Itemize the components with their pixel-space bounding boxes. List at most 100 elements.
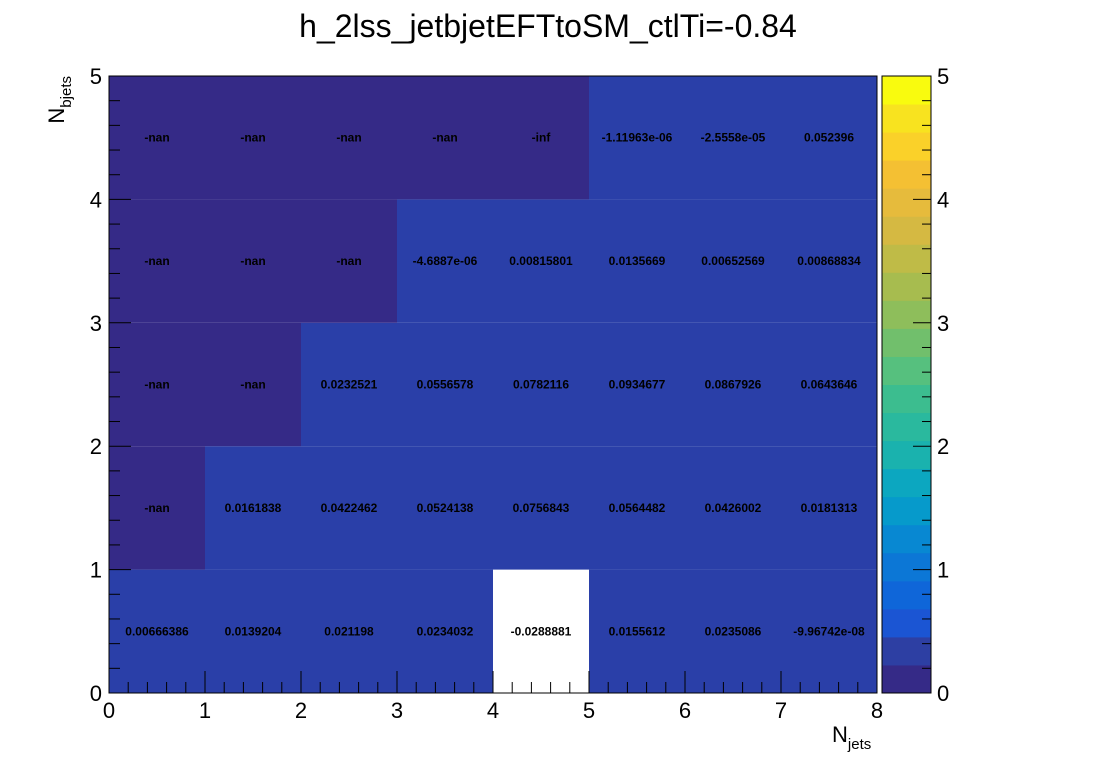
heatmap-cell [109, 76, 205, 200]
heatmap-cell [205, 446, 301, 570]
heatmap-cell [109, 199, 205, 323]
colorbar-segment [882, 636, 931, 666]
cell-value-label: -nan [144, 131, 169, 145]
colorbar-segment [882, 300, 931, 329]
colorbar-tick-label: 3 [937, 311, 949, 336]
colorbar-tick-label: 0 [937, 681, 949, 706]
heatmap-cell [589, 446, 685, 570]
cell-value-label: 0.0426002 [705, 501, 762, 515]
heatmap-cell [685, 199, 781, 323]
cell-value-label: 0.0234032 [417, 624, 474, 638]
cell-value-label: 0.0235086 [705, 624, 762, 638]
cell-value-label: 0.0135669 [609, 254, 666, 268]
heatmap-cell [397, 446, 493, 570]
chart-title: h_2lss_jetbjetEFTtoSM_ctlTi=-0.84 [299, 8, 797, 44]
heatmap-cell [781, 446, 877, 570]
heatmap-cell [493, 76, 589, 200]
cell-value-label: -nan [432, 131, 457, 145]
cell-labels-layer: 0.00666386 0.0139204 0.021198 0.0234032 -0.0… [125, 131, 865, 639]
colorbar-segment [882, 608, 931, 638]
heatmap-cell [781, 569, 877, 693]
colorbar-tick-label: 5 [937, 64, 949, 89]
cell-value-label: 0.0782116 [513, 378, 569, 392]
heatmap-cell [109, 446, 205, 570]
heatmap-cell [781, 199, 877, 323]
x-tick-label: 8 [871, 698, 883, 723]
heatmap-cell [397, 322, 493, 447]
cell-value-label: 0.00652569 [701, 254, 765, 268]
colorbar-segment [882, 664, 931, 694]
heatmap-cell [493, 446, 589, 570]
colorbar-segment [882, 468, 931, 498]
x-tick-label: 5 [583, 698, 595, 723]
heatmap-cell [781, 322, 877, 447]
colorbar-segment [882, 580, 931, 610]
y-tick-label: 4 [90, 187, 102, 212]
colorbar-segment [882, 440, 931, 470]
colorbar-segment [882, 76, 931, 105]
x-axis-title: Njets [832, 722, 871, 753]
heatmap-cell [685, 569, 781, 693]
y-axis-title-main: N [44, 108, 69, 124]
cell-value-label: -nan [336, 131, 361, 145]
cell-value-label: -nan [144, 501, 169, 515]
cell-value-label: -nan [240, 254, 265, 268]
cell-value-label: 0.0934677 [609, 378, 666, 392]
cell-value-label: 0.0524138 [417, 501, 474, 515]
x-tick-label: 3 [391, 698, 403, 723]
cell-value-label: -1.11963e-06 [602, 131, 673, 145]
heatmap-cell [301, 322, 397, 447]
x-axis-title-sub: jets [847, 736, 871, 753]
heatmap-cell [397, 199, 493, 323]
cell-value-label: 0.0139204 [225, 624, 282, 638]
cell-value-label: -9.96742e-08 [793, 624, 865, 638]
x-tick-label: 6 [679, 698, 691, 723]
axes-layer: 0 1 2 3 4 5 6 7 8 0 1 2 3 4 5 [90, 64, 883, 723]
colorbar-frame [881, 75, 932, 694]
cell-value-label: -4.6887e-06 [413, 254, 478, 268]
colorbar-segment [882, 188, 931, 217]
y-tick-label: 3 [90, 311, 102, 336]
cell-value-label: 0.0232521 [321, 378, 378, 392]
colorbar-segment [882, 104, 931, 133]
heatmap-cell [301, 199, 397, 323]
colorbar-segment [882, 524, 931, 554]
cell-value-label: -nan [144, 254, 169, 268]
cell-value-label: 0.0564482 [609, 501, 666, 515]
heatmap-cell [205, 76, 301, 200]
cell-value-label: -nan [144, 378, 169, 392]
cell-value-label: 0.0756843 [513, 501, 570, 515]
colorbar-tick-label: 2 [937, 434, 949, 459]
cell-value-label: 0.052396 [804, 131, 854, 145]
colorbar-tick-label: 4 [937, 187, 949, 212]
cell-value-label: 0.0643646 [801, 378, 858, 392]
cell-value-label: 0.021198 [324, 624, 374, 638]
colorbar-segment [882, 356, 931, 385]
heatmap-cell [301, 569, 397, 693]
colorbar: 0 1 2 3 4 5 [881, 64, 949, 706]
y-tick-label: 5 [90, 64, 102, 89]
heatmap-cell [109, 569, 205, 693]
colorbar-segment [882, 272, 931, 301]
cell-value-label: 0.0867926 [705, 378, 762, 392]
heatmap-cell [205, 569, 301, 693]
y-axis-title-sub: bjets [58, 76, 75, 108]
heatmap-cell [589, 569, 685, 693]
heatmap-cell [781, 76, 877, 200]
colorbar-tick-label: 1 [937, 558, 949, 583]
cell-value-label: 0.00868834 [797, 254, 861, 268]
cell-value-label: 0.0556578 [417, 378, 474, 392]
heatmap-cell [589, 76, 685, 200]
y-tick-label: 1 [90, 558, 102, 583]
heatmap-cell [589, 199, 685, 323]
x-tick-label: 1 [199, 698, 211, 723]
cell-value-label: 0.00815801 [509, 254, 573, 268]
colorbar-segment [882, 412, 931, 442]
heatmap-cell [397, 76, 493, 200]
heatmap-cell [685, 76, 781, 200]
y-tick-label: 0 [90, 681, 102, 706]
colorbar-segment [882, 496, 931, 526]
cell-value-label: -nan [240, 131, 265, 145]
heatmap-cell [685, 446, 781, 570]
